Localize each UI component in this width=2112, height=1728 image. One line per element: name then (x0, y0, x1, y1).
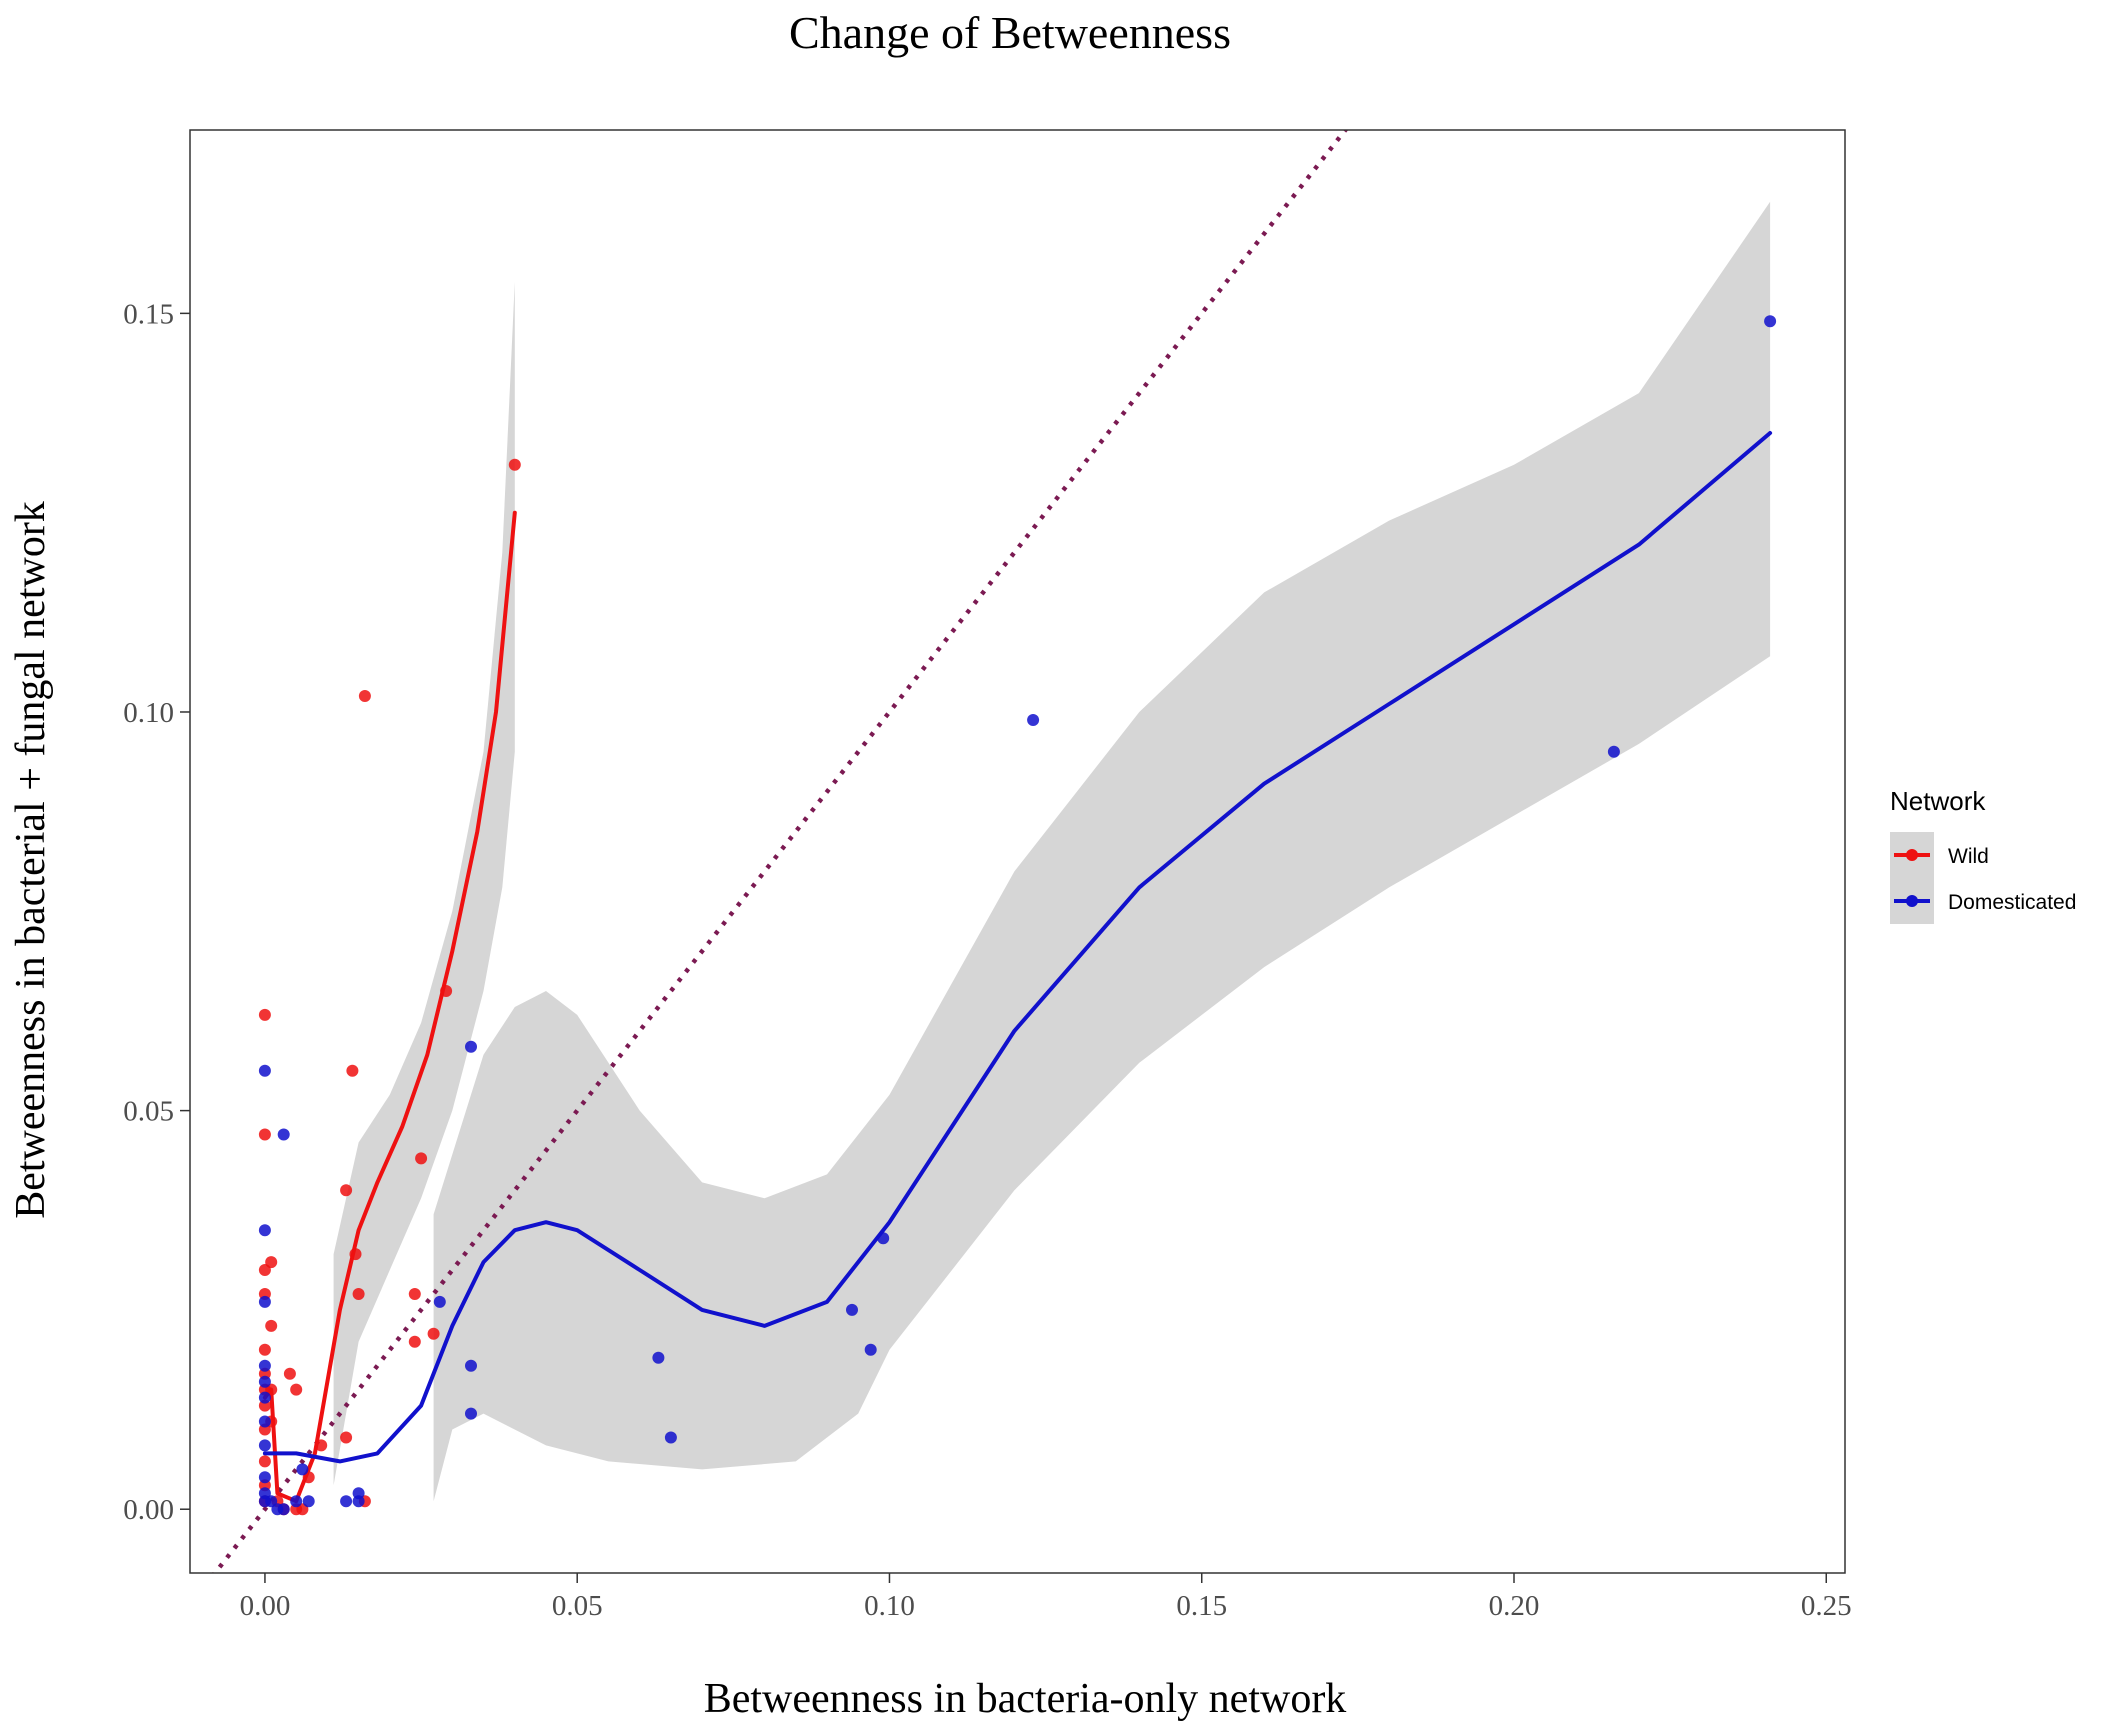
legend-label-wild: Wild (1948, 845, 1989, 868)
point-domesticated (864, 1343, 877, 1356)
x-tick-label: 0.00 (240, 1590, 291, 1622)
point-wild (358, 690, 371, 702)
point-wild (408, 1335, 421, 1348)
point-wild (258, 1343, 271, 1356)
point-wild (283, 1367, 296, 1380)
y-tick-label: 0.15 (123, 298, 174, 330)
point-wild (349, 1248, 362, 1261)
point-domesticated (352, 1495, 365, 1508)
point-wild (265, 1319, 278, 1332)
point-domesticated (664, 1431, 677, 1444)
point-domesticated (258, 1471, 271, 1484)
point-wild (258, 1128, 271, 1141)
x-axis-title: Betweenness in bacteria-only network (704, 1676, 1347, 1722)
band-domesticated (433, 201, 1771, 1502)
point-domesticated (465, 1407, 477, 1420)
point-domesticated (258, 1391, 271, 1404)
legend-key-point (1906, 849, 1918, 861)
data-points (258, 315, 1777, 1516)
point-wild (415, 1152, 428, 1165)
legend: Network Wild Domesticated (1890, 786, 2076, 924)
point-domesticated (258, 1439, 271, 1452)
point-wild (258, 1008, 271, 1021)
point-domesticated (877, 1232, 890, 1245)
smooth-lines (262, 431, 1773, 1504)
point-domesticated (277, 1503, 290, 1516)
y-axis-title: Betweenness in bacterial + fungal networ… (8, 501, 54, 1219)
x-tick-label: 0.05 (552, 1590, 603, 1622)
point-domesticated (290, 1495, 303, 1508)
confidence-bands (333, 201, 1771, 1502)
point-wild (340, 1431, 353, 1444)
point-domesticated (302, 1495, 315, 1508)
point-wild (340, 1184, 353, 1197)
point-domesticated (277, 1128, 290, 1141)
point-wild (427, 1327, 440, 1340)
y-tick-label: 0.10 (123, 697, 174, 729)
x-tick-label: 0.10 (864, 1590, 915, 1622)
point-domesticated (258, 1375, 271, 1388)
smooth-line-domesticated (262, 431, 1773, 1464)
point-domesticated (465, 1359, 477, 1372)
legend-key-point (1906, 895, 1918, 907)
point-domesticated (1027, 714, 1040, 726)
point-domesticated (258, 1359, 271, 1372)
point-wild (346, 1064, 359, 1077)
y-axis: 0.00 0.05 0.10 0.15 (123, 298, 190, 1526)
chart-title: Change of Betweenness (789, 7, 1231, 58)
point-wild (408, 1288, 421, 1300)
y-tick-label: 0.00 (123, 1494, 174, 1526)
point-wild (258, 1455, 271, 1468)
band-wild (333, 281, 515, 1486)
x-tick-label: 0.25 (1801, 1590, 1852, 1622)
point-domesticated (340, 1495, 353, 1508)
point-domesticated (258, 1224, 271, 1237)
smooth-line-wild (262, 510, 517, 1504)
point-wild (352, 1288, 365, 1300)
point-wild (440, 985, 453, 997)
point-domesticated (846, 1303, 858, 1316)
x-axis: 0.00 0.05 0.10 0.15 0.20 0.25 (240, 1573, 1852, 1622)
reference-line (212, 130, 1349, 1573)
y-tick-label: 0.05 (123, 1096, 174, 1128)
point-domesticated (652, 1351, 665, 1364)
point-domesticated (1764, 315, 1777, 328)
x-tick-label: 0.20 (1489, 1590, 1540, 1622)
point-domesticated (258, 1064, 271, 1077)
plot-panel-border (189, 129, 1846, 1574)
reference-line-group (212, 130, 1349, 1573)
legend-label-domesticated: Domesticated (1948, 891, 2076, 914)
point-domesticated (296, 1463, 309, 1476)
point-wild (290, 1383, 303, 1396)
legend-title: Network (1890, 786, 1986, 816)
x-tick-label: 0.15 (1176, 1590, 1227, 1622)
point-wild (265, 1256, 278, 1269)
point-domesticated (465, 1040, 477, 1053)
point-wild (315, 1439, 328, 1452)
point-domesticated (433, 1295, 446, 1308)
point-domesticated (1607, 745, 1620, 758)
point-domesticated (258, 1415, 271, 1428)
point-domesticated (258, 1295, 271, 1308)
point-wild (508, 458, 521, 471)
